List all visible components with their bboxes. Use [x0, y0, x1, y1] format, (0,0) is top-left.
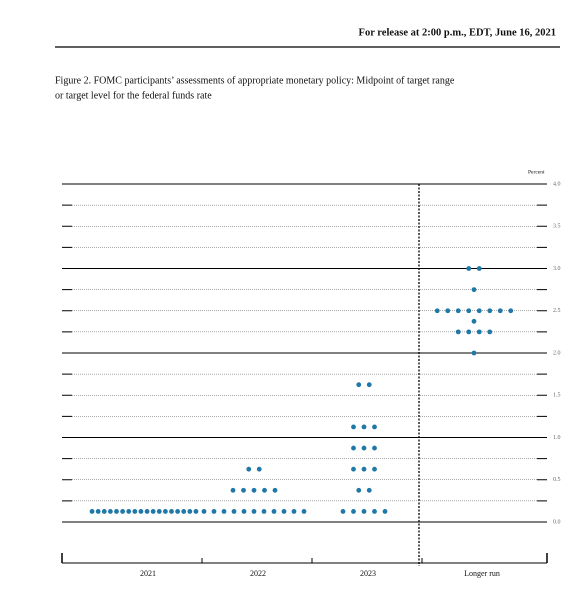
- dot: [251, 509, 257, 514]
- dot: [471, 318, 477, 324]
- dot: [181, 509, 187, 514]
- y-tick-label: 0.0: [553, 519, 561, 525]
- release-note: For release at 2:00 p.m., EDT, June 16, …: [359, 27, 556, 38]
- y-tick-label: 3.5: [553, 224, 561, 230]
- dot: [281, 509, 287, 514]
- dot: [361, 445, 367, 451]
- dot: [434, 308, 440, 314]
- dot: [95, 509, 101, 514]
- dot: [291, 509, 297, 514]
- dot: [372, 466, 377, 472]
- x-tick-label: 2021: [140, 569, 156, 578]
- dot: [120, 509, 126, 514]
- dot: [351, 445, 356, 451]
- dot: [361, 509, 367, 514]
- dot: [466, 266, 472, 271]
- dot: [132, 509, 138, 514]
- dot: [351, 466, 356, 472]
- dot: [272, 487, 278, 493]
- dot: [187, 509, 193, 514]
- dot: [508, 308, 514, 314]
- dot: [126, 509, 132, 514]
- dot: [144, 509, 150, 514]
- chart-title: Figure 2. FOMC participants’ assessments…: [55, 75, 455, 86]
- y-tick-label: 2.5: [553, 308, 561, 314]
- dot: [455, 329, 461, 335]
- dot: [366, 382, 372, 388]
- dot: [241, 509, 247, 514]
- dot: [211, 509, 217, 514]
- dot: [351, 424, 356, 430]
- dot: [497, 308, 503, 314]
- dot: [476, 329, 482, 335]
- dot: [361, 424, 367, 430]
- x-tick-label: Longer run: [464, 569, 500, 578]
- dot: [114, 509, 119, 514]
- dot: [372, 445, 377, 451]
- dot: [356, 382, 362, 388]
- chart-subtitle: or target level for the federal funds ra…: [55, 90, 212, 101]
- dot: [301, 509, 307, 514]
- dot: [271, 509, 277, 514]
- dot: [487, 329, 493, 335]
- dot: [476, 266, 482, 271]
- dot: [162, 509, 168, 514]
- y-tick-label: 0.5: [553, 477, 561, 483]
- y-tick-label: 2.0: [553, 350, 561, 356]
- dot: [455, 308, 461, 314]
- x-tick-label: 2023: [360, 569, 376, 578]
- dot: [445, 308, 451, 314]
- y-tick-label: 3.0: [553, 266, 561, 272]
- dot: [107, 509, 113, 514]
- dot: [471, 287, 477, 293]
- y-tick-label: 1.5: [553, 393, 561, 399]
- dot: [241, 487, 246, 493]
- dot: [262, 487, 267, 493]
- dot: [487, 308, 493, 314]
- dot: [466, 308, 472, 314]
- dot: [101, 509, 107, 514]
- dot: [372, 509, 377, 514]
- y-tick-label: 1.0: [553, 435, 561, 441]
- dot: [231, 509, 237, 514]
- dot: [382, 509, 388, 514]
- dot: [340, 509, 346, 514]
- dot: [193, 509, 199, 514]
- dot: [201, 509, 207, 514]
- dot: [221, 509, 227, 514]
- dot: [150, 509, 156, 514]
- dot: [230, 487, 236, 493]
- dot: [138, 509, 144, 514]
- dot: [356, 487, 362, 493]
- dot: [372, 424, 377, 430]
- y-tick-label: 4.0: [553, 181, 561, 187]
- dot: [471, 350, 477, 356]
- x-tick-label: 2022: [250, 569, 266, 578]
- dot: [89, 509, 95, 514]
- dot: [246, 466, 252, 472]
- dot: [156, 509, 162, 514]
- dot: [361, 466, 367, 472]
- dot: [256, 466, 262, 472]
- dot: [251, 487, 257, 493]
- dot: [476, 308, 482, 314]
- dot: [366, 487, 372, 493]
- dot: [351, 509, 356, 514]
- dot: [261, 509, 267, 514]
- dot: [175, 509, 181, 514]
- y-axis-label: Percent: [528, 169, 545, 175]
- dot: [466, 329, 472, 335]
- dot: [169, 509, 174, 514]
